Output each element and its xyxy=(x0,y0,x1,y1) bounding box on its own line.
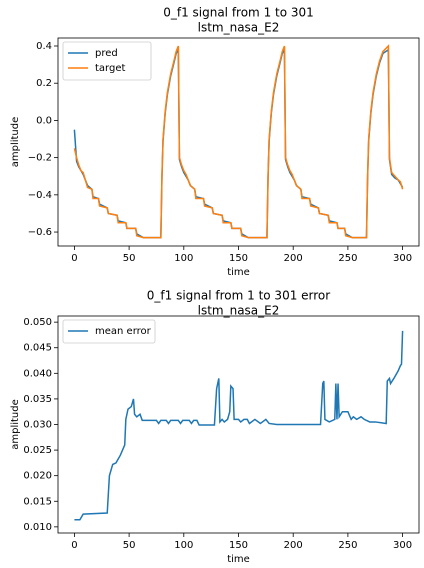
x-tick-label: 250 xyxy=(338,540,357,551)
legend-label: target xyxy=(95,63,125,74)
chart-title: 0_f1 signal from 1 to 301 xyxy=(163,6,314,20)
y-tick-label: 0.020 xyxy=(23,471,52,482)
chart-subtitle: lstm_nasa_E2 xyxy=(198,21,280,35)
x-tick-label: 300 xyxy=(393,253,412,264)
x-tick-label: 100 xyxy=(174,540,193,551)
data-line xyxy=(74,330,404,521)
y-tick-label: −0.2 xyxy=(28,153,52,164)
y-tick-label: 0.030 xyxy=(23,420,52,431)
subplot: 0_f1 signal from 1 to 301 errorlstm_nasa… xyxy=(10,289,420,565)
x-tick-label: 100 xyxy=(174,253,193,264)
y-tick-label: 0.045 xyxy=(23,343,52,354)
legend-label: mean error xyxy=(95,326,152,337)
x-tick-label: 0 xyxy=(71,253,77,264)
x-tick-label: 200 xyxy=(284,540,303,551)
legend-box xyxy=(62,41,152,81)
x-tick-label: 150 xyxy=(229,253,248,264)
y-tick-label: 0.050 xyxy=(23,317,52,328)
x-tick-label: 250 xyxy=(338,253,357,264)
y-tick-label: 0.4 xyxy=(36,41,52,52)
chart-title: 0_f1 signal from 1 to 301 error xyxy=(147,289,331,303)
x-tick-label: 200 xyxy=(284,253,303,264)
x-axis-label: time xyxy=(227,267,250,278)
plot-frame xyxy=(57,315,420,534)
x-tick-label: 50 xyxy=(123,540,136,551)
legend: mean error xyxy=(62,319,156,344)
x-tick-label: 50 xyxy=(123,253,136,264)
y-tick-label: −0.4 xyxy=(28,190,52,201)
y-tick-label: −0.6 xyxy=(28,227,52,238)
y-axis-label: amplitude xyxy=(10,399,21,450)
y-tick-label: 0.035 xyxy=(23,394,52,405)
legend-label: pred xyxy=(95,48,118,59)
y-tick-label: 0.015 xyxy=(23,496,52,507)
x-tick-label: 150 xyxy=(229,540,248,551)
y-tick-label: 0.0 xyxy=(36,115,52,126)
y-tick-label: 0.040 xyxy=(23,368,52,379)
y-tick-label: 0.025 xyxy=(23,445,52,456)
x-tick-label: 0 xyxy=(71,540,77,551)
legend-box xyxy=(62,319,156,344)
y-axis-label: amplitude xyxy=(10,117,21,168)
chart-subtitle: lstm_nasa_E2 xyxy=(198,304,280,318)
x-axis-label: time xyxy=(227,554,250,565)
data-line xyxy=(73,44,404,239)
y-tick-label: 0.2 xyxy=(36,78,52,89)
y-tick-label: 0.010 xyxy=(23,522,52,533)
x-tick-label: 300 xyxy=(393,540,412,551)
legend: pred target xyxy=(62,41,152,81)
